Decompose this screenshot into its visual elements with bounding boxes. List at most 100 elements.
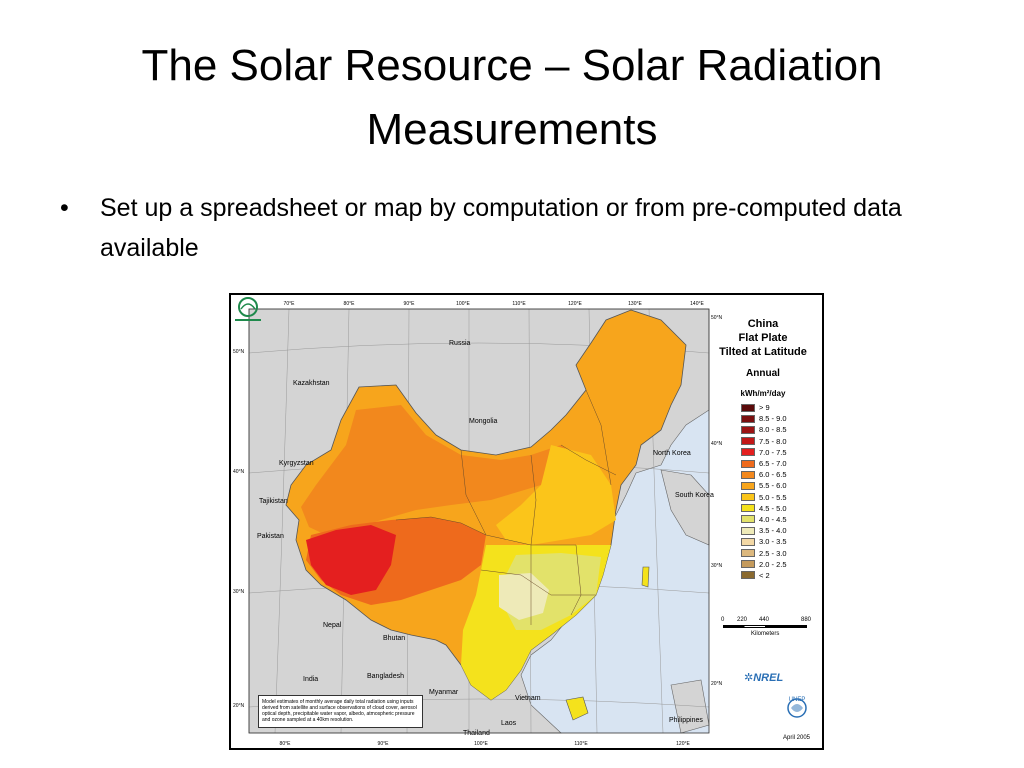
scale-tick: 0 (721, 617, 725, 623)
map-graphic: Russia Kazakhstan Mongolia Kyrgyzstan Ta… (233, 301, 723, 747)
country-label: Philippines (669, 717, 703, 724)
legend-swatch (741, 437, 755, 446)
unep-logo-text: UNEP (788, 697, 806, 703)
legend-class-label: 6.5 - 7.0 (759, 459, 787, 469)
lon-label: 120°E (676, 741, 690, 747)
bullet-text: Set up a spreadsheet or map by computati… (100, 194, 902, 262)
gef-logo-icon (235, 297, 261, 321)
legend-swatch (741, 504, 755, 513)
country-label: Myanmar (429, 689, 459, 696)
country-label: Russia (449, 340, 471, 347)
legend-class: 2.0 - 2.5 (741, 559, 817, 570)
legend-class-label: 3.0 - 3.5 (759, 537, 787, 547)
legend-class: 8.0 - 8.5 (741, 424, 817, 435)
lon-label: 70°E (284, 301, 296, 307)
scale-tick: 220 (737, 617, 748, 623)
map-date: April 2005 (783, 735, 811, 741)
scale-tick: 880 (801, 617, 812, 623)
lat-label: 50°N (711, 315, 723, 321)
lon-label: 110°E (574, 741, 588, 747)
legend-class: 7.0 - 7.5 (741, 447, 817, 458)
legend-class-label: 2.5 - 3.0 (759, 548, 787, 558)
country-label: Pakistan (257, 533, 284, 540)
legend-swatch (741, 481, 755, 490)
legend-class-label: 7.5 - 8.0 (759, 436, 787, 446)
legend-class: 4.5 - 5.0 (741, 503, 817, 514)
legend-swatch (741, 448, 755, 457)
country-label: Vietnam (515, 695, 541, 702)
scale-bar: 0 220 440 880 Kilometers (721, 617, 811, 641)
legend-class-label: 5.5 - 6.0 (759, 481, 787, 491)
legend-swatch (741, 414, 755, 423)
country-label: North Korea (653, 450, 691, 457)
legend-swatch (741, 571, 755, 580)
legend-swatch (741, 549, 755, 558)
lat-label: 50°N (233, 349, 245, 355)
lat-label: 20°N (711, 681, 723, 687)
legend-class-label: 7.0 - 7.5 (759, 447, 787, 457)
lat-label: 30°N (711, 563, 723, 569)
nrel-logo-text: NREL (753, 672, 784, 684)
lon-label: 100°E (474, 741, 488, 747)
legend-class: 7.5 - 8.0 (741, 436, 817, 447)
country-label: Kazakhstan (293, 380, 330, 387)
legend-swatch (741, 515, 755, 524)
lon-label: 80°E (280, 741, 292, 747)
province-boundaries (395, 389, 617, 625)
lon-label: 130°E (628, 301, 642, 307)
legend-class-label: 8.0 - 8.5 (759, 425, 787, 435)
country-label: South Korea (675, 492, 714, 499)
legend-swatch (741, 537, 755, 546)
lon-label: 140°E (690, 301, 704, 307)
graticule-labels: 70°E 80°E 90°E 100°E 110°E 120°E 130°E 1… (233, 301, 723, 747)
legend-class: 3.0 - 3.5 (741, 536, 817, 547)
map-legend: China Flat Plate Tilted at Latitude Annu… (709, 317, 817, 581)
legend-class: 5.5 - 6.0 (741, 480, 817, 491)
map-neatline (248, 308, 710, 734)
bullet-dot-icon: • (60, 194, 69, 222)
legend-title-line: Tilted at Latitude (719, 346, 807, 358)
country-label: Kyrgyzstan (279, 460, 314, 467)
scale-tick: 440 (759, 617, 770, 623)
legend-class-label: 4.5 - 5.0 (759, 503, 787, 513)
legend-class-label: 6.0 - 6.5 (759, 470, 787, 480)
legend-swatch (741, 470, 755, 479)
country-label: Bangladesh (367, 673, 404, 680)
lon-label: 110°E (512, 301, 526, 307)
nrel-logo: ✲NREL (744, 671, 783, 684)
legend-period: Annual (746, 368, 780, 379)
legend-title-line: China (747, 318, 779, 330)
lon-label: 90°E (378, 741, 390, 747)
hainan-island (565, 696, 589, 721)
country-labels: Russia Kazakhstan Mongolia Kyrgyzstan Ta… (257, 340, 714, 737)
lat-label: 20°N (233, 703, 245, 709)
legend-class: > 9 (741, 402, 817, 413)
lon-label: 90°E (404, 301, 416, 307)
legend-class-label: > 9 (759, 403, 770, 413)
country-label: India (303, 676, 318, 683)
legend-swatch (741, 493, 755, 502)
country-label: Laos (501, 720, 517, 727)
legend-title-line: Flat Plate (738, 332, 788, 344)
legend-class: 4.0 - 4.5 (741, 514, 817, 525)
legend-class: 6.0 - 6.5 (741, 469, 817, 480)
legend-class-label: < 2 (759, 570, 770, 580)
lat-label: 30°N (233, 589, 245, 595)
legend-swatch (741, 526, 755, 535)
china-3.5-4.0-zone (499, 573, 549, 620)
country-label: Mongolia (469, 418, 498, 425)
legend-swatch (741, 459, 755, 468)
legend-swatch (741, 403, 755, 412)
legend-class: 8.5 - 9.0 (741, 413, 817, 424)
legend-class: 3.5 - 4.0 (741, 525, 817, 536)
country-label: Thailand (463, 730, 490, 737)
china-5.0-5.5-zone (496, 445, 616, 545)
slide-title: The Solar Resource – Solar Radiation Mea… (141, 41, 883, 154)
legend-class-label: 8.5 - 9.0 (759, 414, 787, 424)
legend-class: < 2 (741, 570, 817, 581)
legend-classes: > 9 8.5 - 9.0 8.0 - 8.5 7.5 - 8.0 7.0 - 7.5 6… (741, 402, 817, 581)
unep-logo-icon (787, 698, 807, 718)
model-note: Model estimates of monthly average daily… (258, 695, 423, 728)
lon-label: 100°E (456, 301, 470, 307)
lat-label: 40°N (711, 441, 723, 447)
